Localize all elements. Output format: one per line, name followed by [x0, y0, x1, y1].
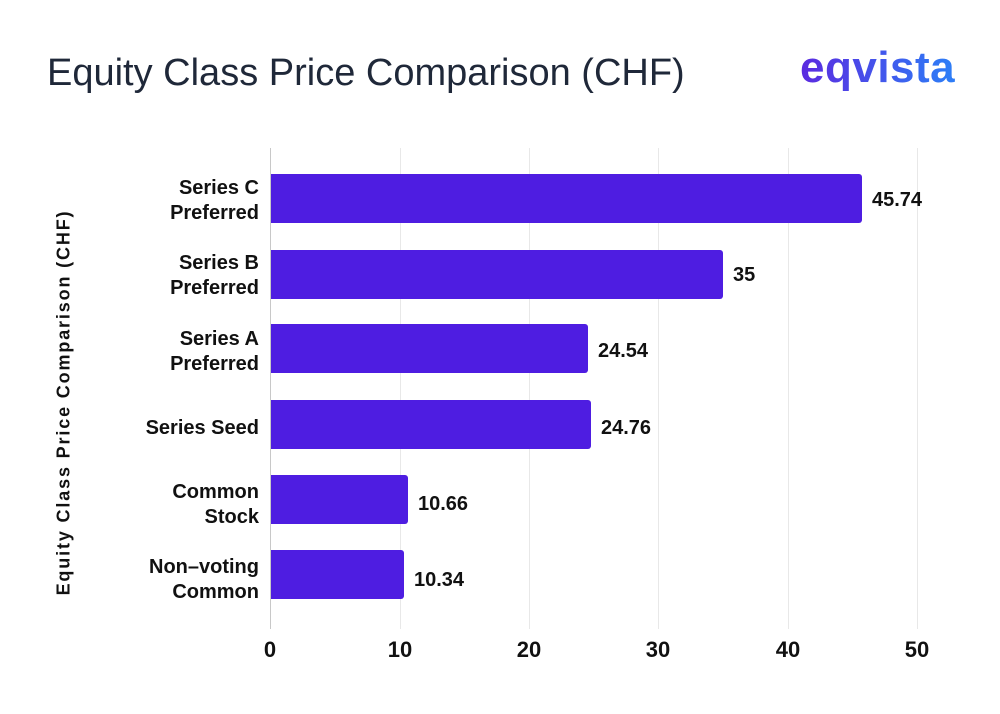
svg-text:eqvista: eqvista [800, 43, 955, 92]
